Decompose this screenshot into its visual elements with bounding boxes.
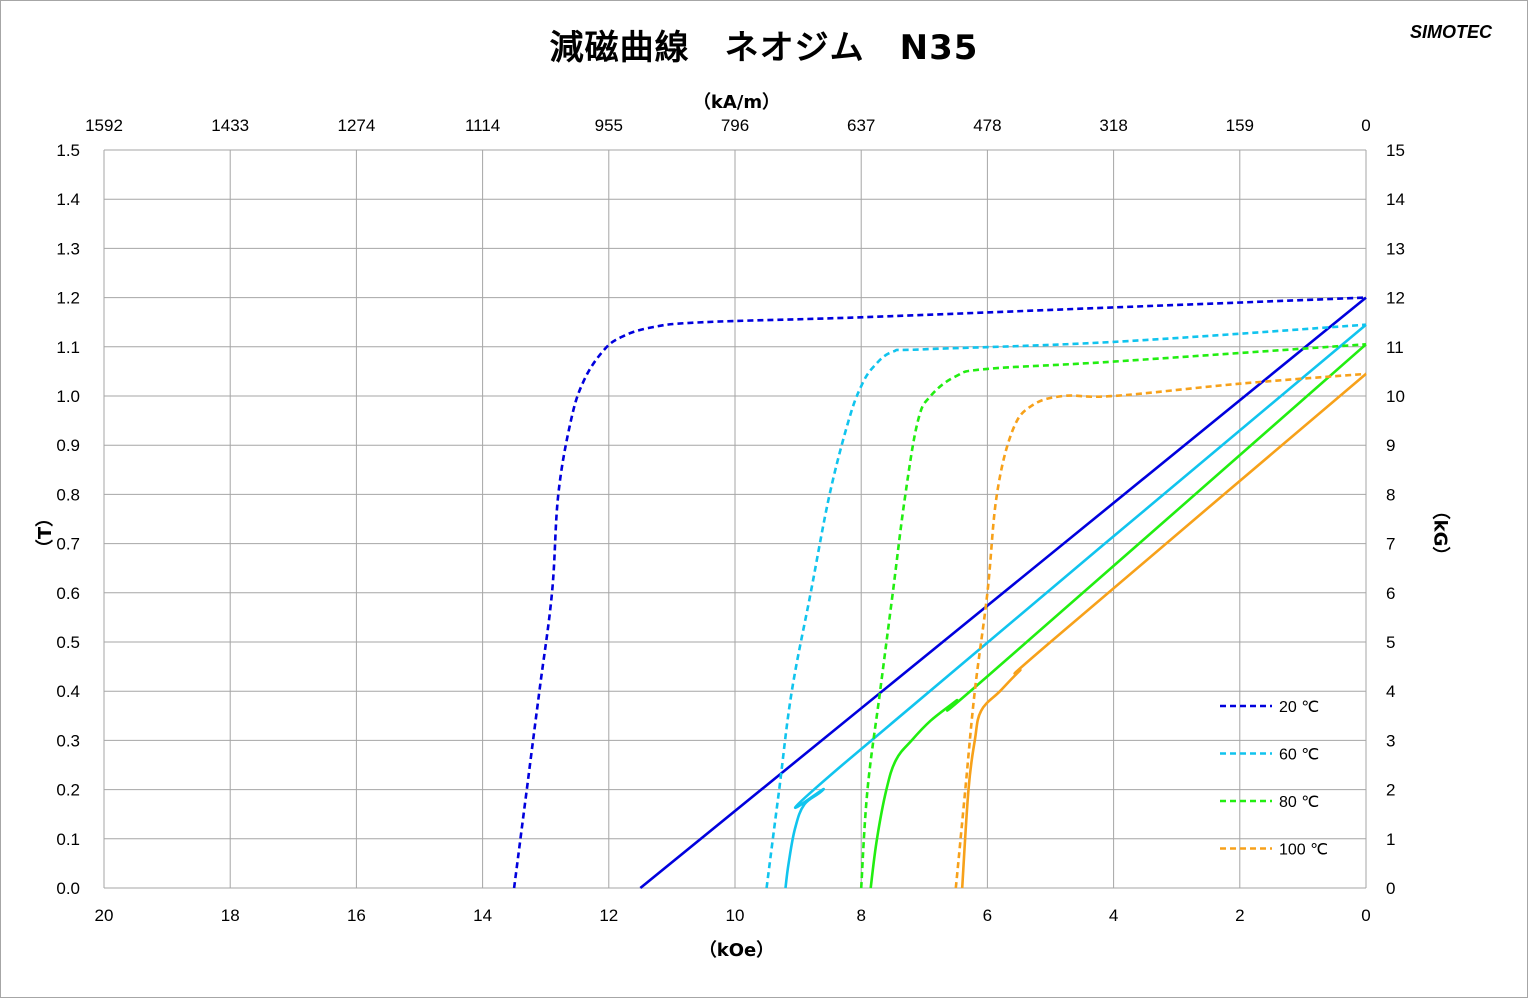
series-line-4	[859, 343, 1367, 889]
x2-tick-label: 1274	[337, 116, 375, 135]
y2-tick-label: 15	[1386, 141, 1405, 160]
y-tick-label: 0.1	[56, 830, 80, 849]
y-tick-label: 0.4	[56, 682, 80, 701]
chart-title: 減磁曲線 ネオジム N35	[549, 28, 979, 68]
y2-tick-label: 9	[1386, 436, 1395, 455]
y-tick-label: 0.2	[56, 781, 80, 800]
y-tick-label: 0.9	[56, 436, 80, 455]
y-tick-label: 0.7	[56, 535, 80, 554]
y2-tick-label: 14	[1386, 190, 1405, 209]
tick-labels: 2015921814331612741411141295510796863764…	[56, 116, 1405, 925]
x2-tick-label: 1114	[465, 116, 500, 135]
y2-tick-label: 12	[1386, 289, 1405, 308]
y2-tick-label: 8	[1386, 485, 1395, 504]
y2-tick-label: 4	[1386, 682, 1395, 701]
series-line-0	[512, 296, 1367, 889]
x-tick-label: 10	[726, 906, 745, 925]
y2-tick-label: 1	[1386, 830, 1395, 849]
series-line-5	[869, 343, 1367, 889]
x-tick-label: 16	[347, 906, 366, 925]
y2-tick-label: 2	[1386, 781, 1395, 800]
x-tick-label: 20	[95, 906, 114, 925]
x-tick-label: 8	[856, 906, 865, 925]
series-line-7	[960, 372, 1367, 889]
y-tick-label: 0.0	[56, 879, 80, 898]
x2-tick-label: 955	[595, 116, 623, 135]
x-tick-label: 12	[599, 906, 618, 925]
legend-label: 20 ℃	[1279, 699, 1319, 716]
brand-label: SIMOTEC	[1410, 22, 1493, 42]
y2-tick-label: 5	[1386, 633, 1395, 652]
legend-label: 80 ℃	[1279, 794, 1319, 811]
y-tick-label: 0.5	[56, 633, 80, 652]
y2-tick-label: 10	[1386, 387, 1405, 406]
x-tick-label: 2	[1235, 906, 1244, 925]
y2-tick-label: 0	[1386, 879, 1395, 898]
x-tick-label: 4	[1109, 906, 1118, 925]
y2-tick-label: 11	[1386, 338, 1404, 357]
x2-tick-label: 796	[721, 116, 749, 135]
x-tick-label: 14	[473, 906, 492, 925]
y2-tick-label: 13	[1386, 239, 1405, 258]
x-tick-label: 0	[1361, 906, 1370, 925]
y-tick-label: 1.0	[56, 387, 80, 406]
top-axis-label: （kA/m）	[692, 92, 781, 113]
y-tick-label: 1.1	[56, 338, 80, 357]
y-tick-label: 1.4	[56, 190, 80, 209]
y-tick-label: 1.3	[56, 239, 80, 258]
series-lines	[512, 296, 1367, 890]
y-tick-label: 0.8	[56, 485, 80, 504]
x2-tick-label: 637	[847, 116, 875, 135]
y2-tick-label: 7	[1386, 535, 1395, 554]
legend: 20 ℃ 60 ℃ 80 ℃ 100 ℃	[1220, 699, 1328, 859]
x2-tick-label: 159	[1226, 116, 1254, 135]
series-line-6	[954, 372, 1367, 889]
legend-label: 100 ℃	[1279, 842, 1328, 859]
y2-tick-label: 3	[1386, 731, 1395, 750]
x2-tick-label: 318	[1099, 116, 1127, 135]
y-tick-label: 0.6	[56, 584, 80, 603]
bottom-axis-label: （kOe）	[698, 940, 775, 961]
y2-tick-label: 6	[1386, 584, 1395, 603]
x2-tick-label: 1592	[85, 116, 123, 135]
legend-label: 60 ℃	[1279, 747, 1319, 764]
x2-tick-label: 1433	[211, 116, 249, 135]
series-line-3	[784, 323, 1367, 889]
series-line-2	[765, 323, 1367, 889]
series-line-1	[639, 296, 1367, 890]
y-tick-label: 1.2	[56, 289, 80, 308]
x-tick-label: 18	[221, 906, 240, 925]
x2-tick-label: 0	[1361, 116, 1370, 135]
x2-tick-label: 478	[973, 116, 1001, 135]
grid	[103, 149, 1367, 889]
x-tick-label: 6	[983, 906, 992, 925]
y-tick-label: 0.3	[56, 731, 80, 750]
y-tick-label: 1.5	[56, 141, 80, 160]
